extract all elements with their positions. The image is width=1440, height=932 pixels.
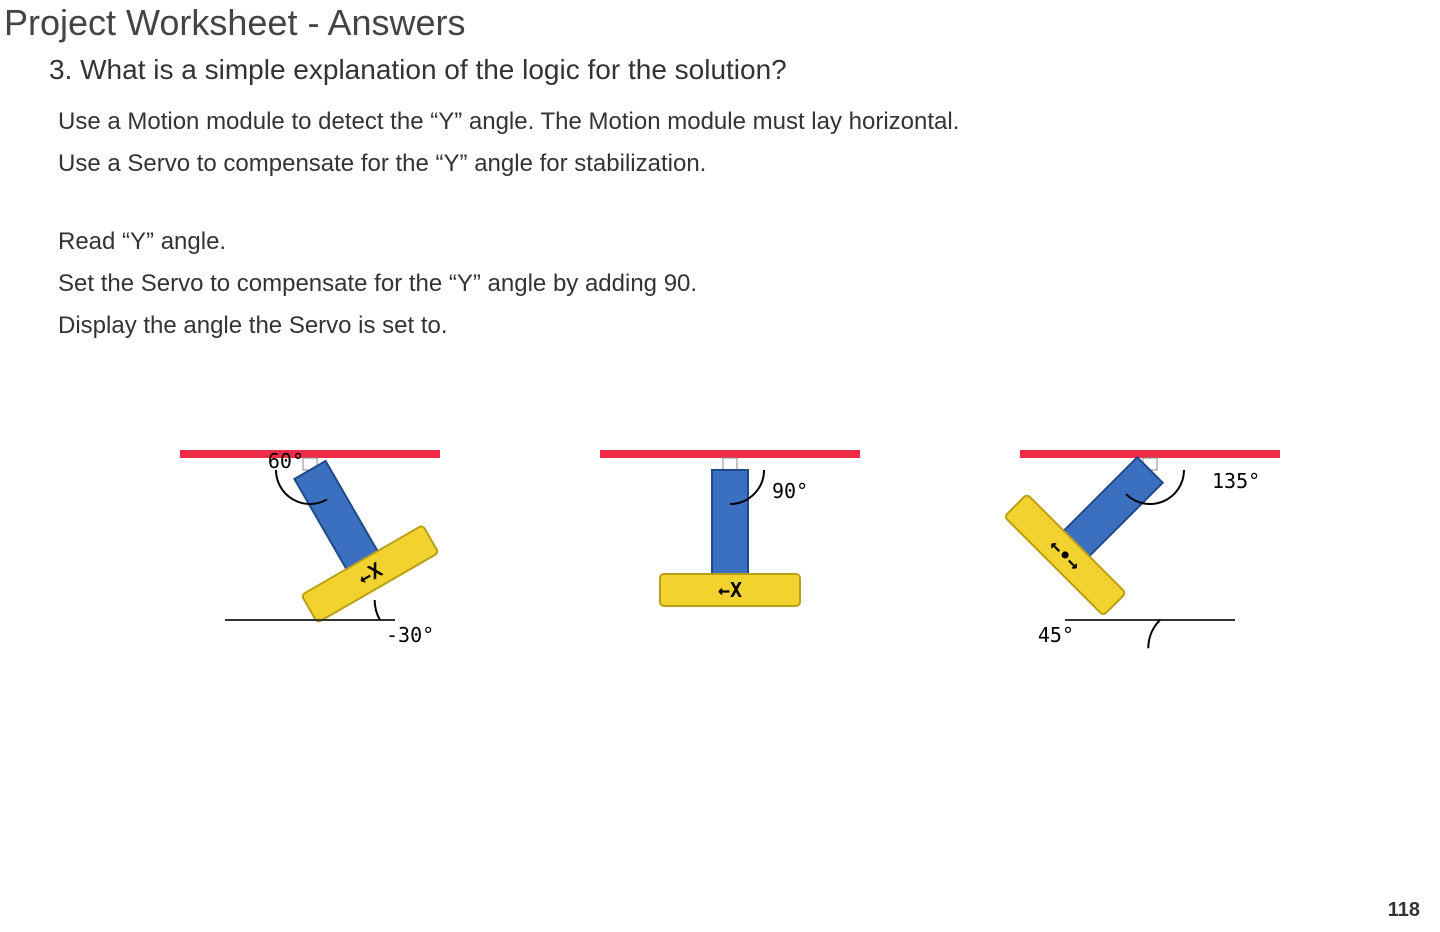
- svg-text:←X: ←X: [718, 578, 742, 602]
- svg-text:45°: 45°: [1038, 623, 1074, 647]
- svg-text:60°: 60°: [268, 449, 304, 473]
- answer-body: Use a Motion module to detect the “Y” an…: [58, 104, 959, 350]
- answer-line: Use a Motion module to detect the “Y” an…: [58, 104, 959, 140]
- page-title: Project Worksheet - Answers: [4, 2, 466, 44]
- servo-figure: ←X 90°: [580, 440, 880, 670]
- svg-text:135°: 135°: [1212, 469, 1260, 493]
- servo-figure: ←X60°-30°: [160, 440, 460, 670]
- servo-diagram-svg: ←X60°-30°: [160, 440, 460, 670]
- spacer: [58, 188, 959, 224]
- answer-line: Read “Y” angle.: [58, 224, 959, 260]
- servo-diagram-svg: ←∙→135°45°: [1000, 440, 1300, 670]
- servo-figure: ←∙→135°45°: [1000, 440, 1300, 670]
- page-number: 118: [1388, 899, 1420, 922]
- svg-text:90°: 90°: [772, 479, 808, 503]
- svg-text:-30°: -30°: [386, 623, 434, 647]
- servo-diagram-svg: ←X 90°: [580, 440, 880, 670]
- answer-line: Set the Servo to compensate for the “Y” …: [58, 266, 959, 302]
- worksheet-page: Project Worksheet - Answers 3. What is a…: [0, 0, 1440, 932]
- answer-line: Use a Servo to compensate for the “Y” an…: [58, 146, 959, 182]
- question-text: 3. What is a simple explanation of the l…: [49, 54, 787, 86]
- answer-line: Display the angle the Servo is set to.: [58, 308, 959, 344]
- figure-row: ←X60°-30° ←X90° ←∙→135°45°: [160, 440, 1300, 670]
